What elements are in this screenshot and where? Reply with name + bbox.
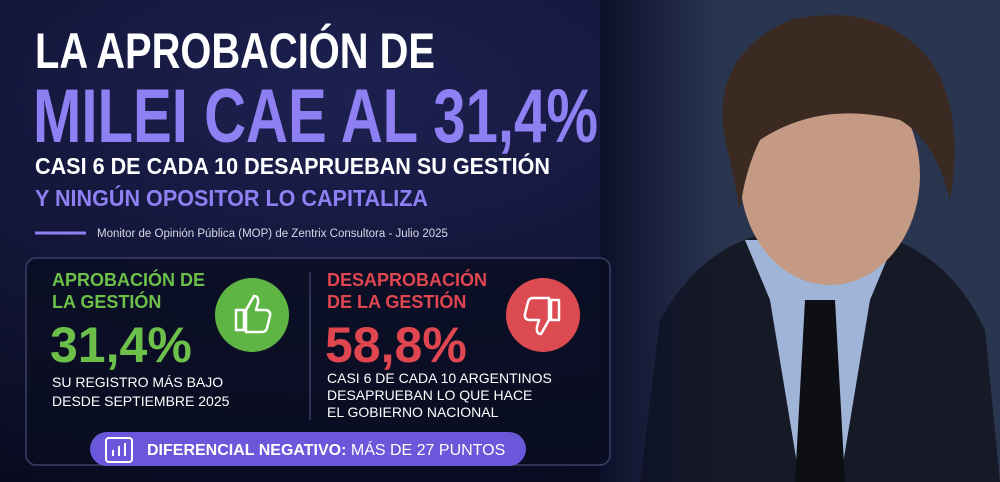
- portrait: [600, 0, 1000, 482]
- differential-value: MÁS DE 27 PUNTOS: [346, 440, 505, 459]
- source: Monitor de Opinión Pública (MOP) de Zent…: [97, 228, 448, 240]
- thumbs-down-icon: [506, 278, 580, 352]
- chart-icon: [105, 437, 133, 463]
- thumbs-up-icon: [215, 278, 289, 352]
- disapproval-note: DESAPRUEBAN LO QUE HACE: [327, 387, 532, 403]
- differential-text: DIFERENCIAL NEGATIVO: MÁS DE 27 PUNTOS: [147, 440, 505, 459]
- disapproval-label: DE LA GESTIÓN: [327, 291, 466, 312]
- disapproval-label: DESAPROBACIÓN: [327, 269, 487, 290]
- title-line: MILEI CAE AL 31,4%: [33, 74, 598, 159]
- title-line: LA APROBACIÓN DE: [35, 23, 435, 79]
- subtitle-line: CASI 6 DE CADA 10 DESAPRUEBAN SU GESTIÓN: [35, 152, 550, 179]
- differential-pill: [90, 432, 526, 466]
- differential-label: DIFERENCIAL NEGATIVO:: [147, 442, 346, 459]
- approval-note: DESDE SEPTIEMBRE 2025: [52, 393, 230, 409]
- approval-note: SU REGISTRO MÁS BAJO: [52, 374, 223, 390]
- subtitle-line: Y NINGÚN OPOSITOR LO CAPITALIZA: [35, 184, 428, 211]
- approval-label: LA GESTIÓN: [52, 291, 161, 312]
- disapproval-value: 58,8%: [325, 317, 467, 373]
- approval-value: 31,4%: [50, 317, 192, 373]
- disapproval-note: CASI 6 DE CADA 10 ARGENTINOS: [327, 370, 552, 386]
- approval-label: APROBACIÓN DE: [52, 269, 205, 290]
- disapproval-note: EL GOBIERNO NACIONAL: [327, 404, 499, 420]
